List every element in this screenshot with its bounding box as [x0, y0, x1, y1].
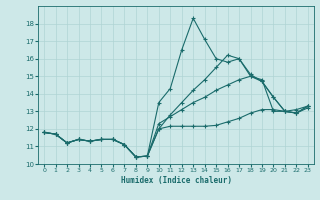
- X-axis label: Humidex (Indice chaleur): Humidex (Indice chaleur): [121, 176, 231, 185]
